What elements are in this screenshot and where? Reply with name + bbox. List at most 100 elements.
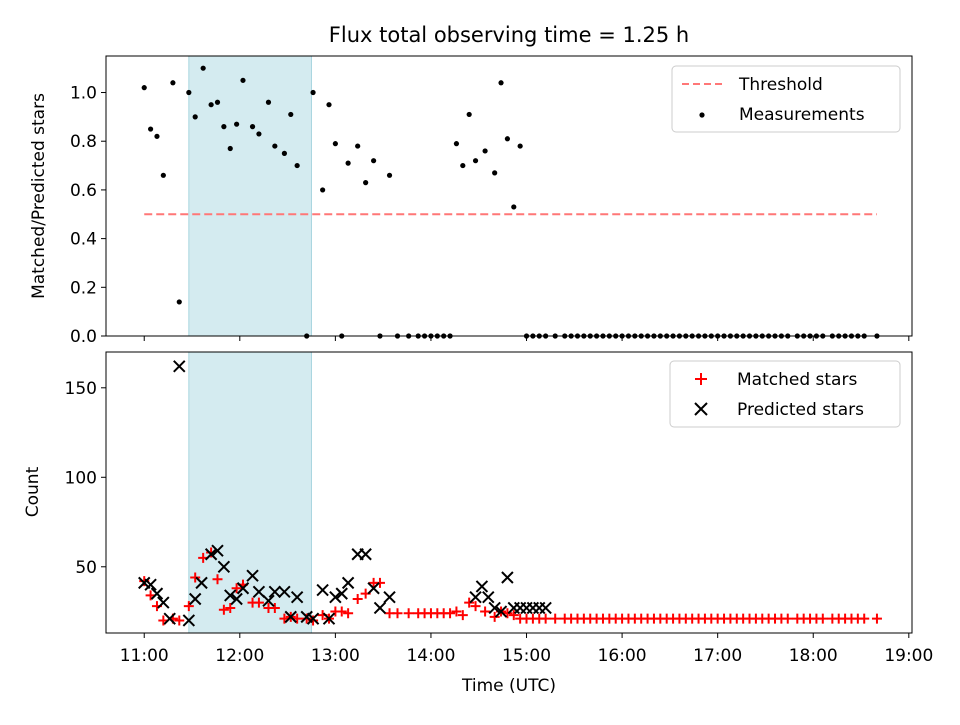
measurement-point: [355, 143, 361, 149]
matched-point: [174, 615, 185, 626]
predicted-point: [469, 590, 482, 604]
bottom-series-2: [138, 360, 552, 627]
bottom-panel-counts: 11:00 12:00 13:00 14:00 15:00 16:00 17:00 18:00…: [65, 351, 933, 666]
predicted-point: [501, 571, 514, 584]
top-y-tick-label: 0.4: [70, 230, 97, 250]
matched-point: [343, 608, 354, 619]
x-tick-label: 17:00: [693, 646, 742, 666]
legend-bottom: Matched stars Predicted stars: [669, 360, 901, 428]
predicted-point: [278, 585, 291, 599]
x-tick-label: 15:00: [502, 646, 551, 666]
bottom-y-tick-label: 150: [65, 379, 97, 399]
predicted-point: [144, 578, 157, 591]
measurement-point: [265, 99, 272, 105]
legend-measurements-label: Measurements: [739, 105, 865, 125]
measurement-point: [332, 141, 338, 147]
matched-point: [451, 606, 462, 617]
predicted-point: [335, 587, 348, 600]
measurement-point: [472, 158, 479, 164]
predicted-point: [341, 576, 355, 590]
measurement-point: [294, 162, 300, 169]
legend-threshold-label: Threshold: [738, 75, 823, 95]
measurement-point: [466, 111, 472, 118]
legend-predicted-swatch: [694, 402, 708, 416]
predicted-point: [329, 590, 342, 604]
predicted-point: [306, 612, 320, 625]
predicted-point: [230, 592, 243, 606]
measurement-point: [214, 99, 221, 105]
predicted-point: [290, 590, 304, 604]
measurement-point: [320, 187, 326, 193]
predicted-point: [475, 580, 489, 593]
legend-matched-swatch: [695, 373, 707, 385]
predicted-point: [236, 582, 250, 595]
predicted-point: [188, 592, 202, 606]
predicted-point: [217, 560, 231, 573]
matched-point: [183, 601, 194, 612]
measurement-point: [249, 124, 256, 130]
matched-point: [540, 613, 551, 624]
x-tick-label: 18:00: [789, 646, 838, 666]
legend-matched-label: Matched stars: [737, 370, 857, 390]
matched-point: [489, 611, 500, 622]
x-axis-label: Time (UTC): [461, 676, 556, 696]
predicted-point: [322, 612, 336, 625]
bottom-axes-frame: [105, 351, 913, 634]
top-y-tick-label: 0.6: [70, 181, 97, 201]
matched-point: [253, 597, 264, 608]
matched-point: [374, 577, 385, 588]
measurement-point: [310, 89, 316, 96]
top-axes-frame: [105, 55, 913, 337]
measurement-point: [208, 102, 214, 108]
matched-point: [457, 610, 468, 621]
measurement-point: [498, 80, 504, 86]
predicted-point: [252, 585, 266, 599]
measurement-point: [192, 114, 198, 120]
x-tick-label: 14:00: [406, 646, 455, 666]
matched-point: [269, 602, 280, 613]
top-y-tick-label: 0.2: [70, 278, 97, 298]
matched-point: [336, 606, 347, 617]
legend-top: Threshold Measurements: [671, 65, 901, 133]
top-panel-measurements: 0.0 0.2 0.4 0.6 0.8 1.0: [70, 55, 913, 347]
predicted-point: [268, 585, 282, 599]
measurement-point: [272, 143, 278, 149]
matched-point: [403, 608, 414, 619]
measurement-point: [482, 148, 488, 154]
matched-point: [212, 574, 223, 585]
measurement-point: [492, 170, 498, 176]
measurement-point: [256, 131, 262, 137]
measurement-point: [221, 124, 227, 130]
top-y-tick-label: 1.0: [70, 84, 97, 104]
measurement-point: [148, 126, 154, 132]
matched-point: [859, 613, 870, 624]
measurement-point: [453, 141, 460, 147]
measurement-point: [363, 180, 369, 186]
predicted-point: [150, 587, 164, 600]
measurement-point: [371, 158, 377, 164]
predicted-point: [262, 594, 275, 607]
legend-measurements-swatch: [699, 112, 705, 118]
measurement-point: [240, 77, 246, 83]
measurement-point: [200, 65, 206, 71]
predicted-point: [383, 590, 396, 604]
chart-title: Flux total observing time = 1.25 h: [329, 23, 689, 47]
predicted-point: [211, 544, 224, 557]
matched-point: [231, 583, 242, 594]
predicted-point: [195, 576, 208, 590]
legend-predicted-label: Predicted stars: [737, 400, 864, 420]
measurement-point: [511, 204, 517, 210]
measurement-point: [234, 121, 240, 127]
matched-point: [218, 604, 229, 615]
predicted-point: [373, 601, 387, 615]
measurement-point: [141, 85, 147, 91]
predicted-point: [246, 569, 259, 582]
measurement-point: [176, 299, 182, 305]
predicted-point: [204, 548, 218, 561]
measurement-point: [227, 145, 233, 152]
matched-point: [470, 601, 481, 612]
matched-point: [225, 602, 236, 613]
x-tick-label: 12:00: [215, 646, 264, 666]
matched-point: [871, 613, 882, 624]
measurement-point: [345, 160, 351, 166]
